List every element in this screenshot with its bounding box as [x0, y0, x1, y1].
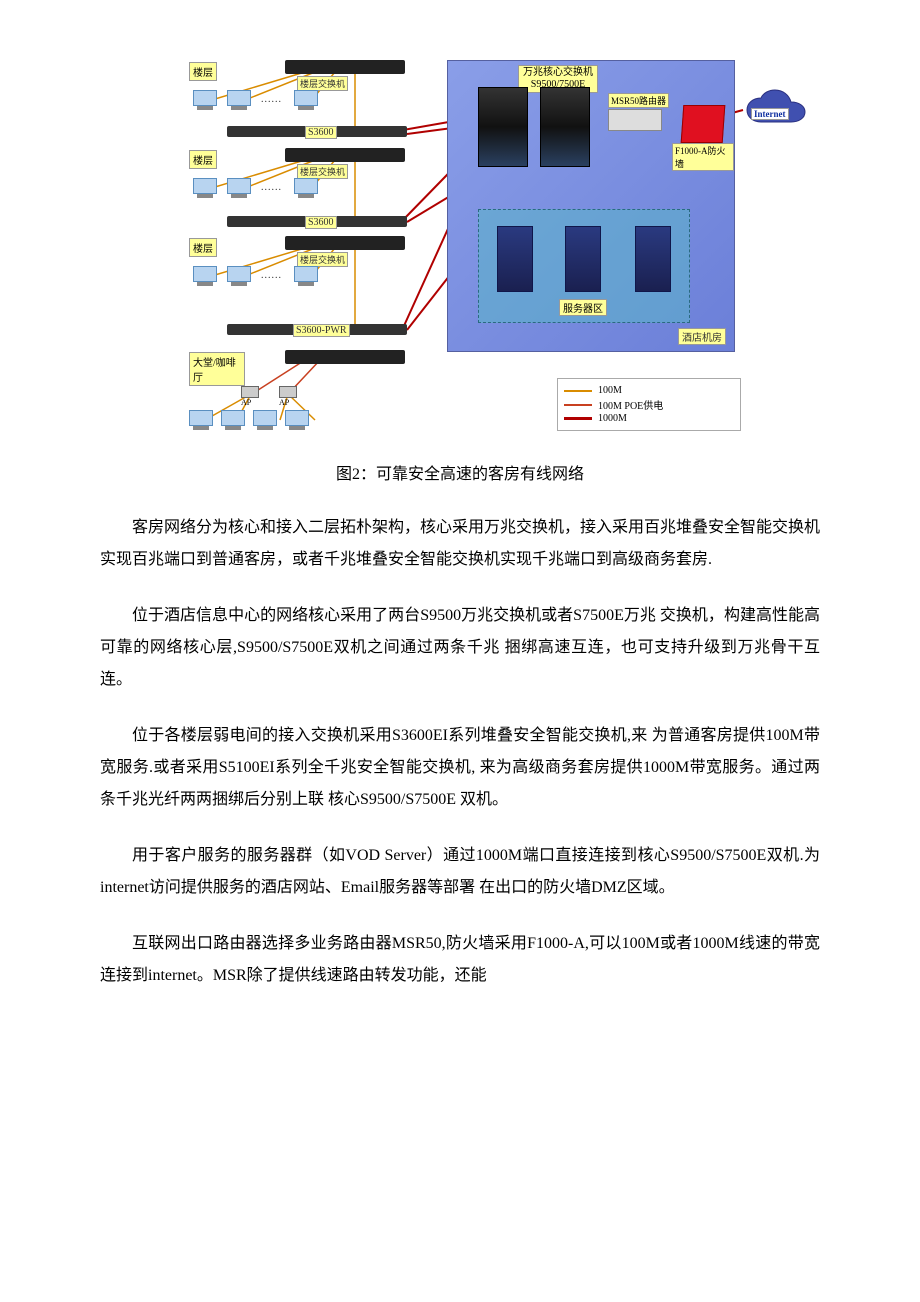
server-zone-label: 服务器区 [559, 299, 607, 316]
ap-icon [241, 386, 259, 398]
ap-label: AP [241, 398, 251, 407]
network-diagram: 楼层 楼层交换机 ...... S3600 楼层 楼层交换机 [185, 60, 735, 440]
floor-switch-icon [285, 350, 405, 364]
server-icon [565, 226, 601, 292]
router-icon [608, 109, 662, 131]
floor-switch-label: 楼层交换机 [297, 252, 348, 267]
floor-switch-icon [285, 60, 405, 74]
legend-row: 100M [564, 385, 734, 396]
floor-switch-label: 楼层交换机 [297, 164, 348, 179]
paragraph: 位于各楼层弱电间的接入交换机采用S3600EI系列堆叠安全智能交换机,来 为普通… [100, 720, 820, 816]
floor-label: 楼层 [189, 62, 217, 81]
pc-icon [253, 410, 275, 428]
room-label: 酒店机房 [678, 328, 726, 345]
ellipsis: ...... [261, 94, 282, 108]
access-switch-label: S3600 [305, 216, 337, 229]
pc-icon [294, 266, 316, 284]
pc-icon [193, 266, 215, 284]
paragraph: 互联网出口路由器选择多业务路由器MSR50,防火墙采用F1000-A,可以100… [100, 928, 820, 992]
paragraph: 用于客户服务的服务器群（如VOD Server）通过1000M端口直接连接到核心… [100, 840, 820, 904]
pc-icon [193, 178, 215, 196]
floor-label: 楼层 [189, 150, 217, 169]
pc-icon [189, 410, 211, 428]
server-icon [635, 226, 671, 292]
pc-icon [294, 178, 316, 196]
router-label: MSR50路由器 [608, 93, 669, 108]
lobby-label: 大堂/咖啡厅 [189, 352, 245, 386]
ap-label: AP [279, 398, 289, 407]
legend-line-100m [564, 390, 592, 392]
floor-pcs: ...... [193, 178, 316, 196]
floor-switch-label: 楼层交换机 [297, 76, 348, 91]
paragraph: 客房网络分为核心和接入二层拓朴架构，核心采用万兆交换机，接入采用百兆堆叠安全智能… [100, 512, 820, 576]
firewall-icon [681, 105, 726, 143]
legend-line-1000m [564, 417, 592, 420]
legend-label: 100M [598, 385, 622, 396]
legend-label: 1000M [598, 413, 627, 424]
server-icon [497, 226, 533, 292]
ellipsis: ...... [261, 182, 282, 196]
pc-icon [227, 178, 249, 196]
access-switch-label: S3600 [305, 126, 337, 139]
floor-pcs: ...... [193, 90, 316, 108]
document-page: 楼层 楼层交换机 ...... S3600 楼层 楼层交换机 [0, 0, 920, 1056]
pc-icon [294, 90, 316, 108]
pc-icon [227, 266, 249, 284]
lobby-pcs [189, 410, 307, 428]
core-switch-icon [478, 87, 528, 167]
paragraph: 位于酒店信息中心的网络核心采用了两台S9500万兆交换机或者S7500E万兆 交… [100, 600, 820, 696]
access-switch-label: S3600-PWR [293, 324, 350, 337]
core-area: 万兆核心交换机 S9500/7500E MSR50路由器 F1000-A防火墙 … [447, 60, 735, 352]
floor-pcs: ...... [193, 266, 316, 284]
pc-icon [227, 90, 249, 108]
ap-icon [279, 386, 297, 398]
figure-caption: 图2：可靠安全高速的客房有线网络 [100, 460, 820, 484]
floor-label: 楼层 [189, 238, 217, 257]
pc-icon [221, 410, 243, 428]
core-switch-icon [540, 87, 590, 167]
floor-switch-icon [285, 148, 405, 162]
floor-switch-icon [285, 236, 405, 250]
legend-box: 100M 100M POE供电 1000M [557, 378, 741, 431]
legend-row: 100M POE供电 [564, 397, 734, 412]
legend-line-100m-poe [564, 404, 592, 406]
pc-icon [193, 90, 215, 108]
internet-label: Internet [751, 108, 789, 120]
legend-row: 1000M [564, 413, 734, 424]
server-zone: 服务器区 [478, 209, 690, 323]
pc-icon [285, 410, 307, 428]
firewall-label: F1000-A防火墙 [672, 143, 734, 171]
legend-label: 100M POE供电 [598, 397, 663, 412]
ellipsis: ...... [261, 270, 282, 284]
